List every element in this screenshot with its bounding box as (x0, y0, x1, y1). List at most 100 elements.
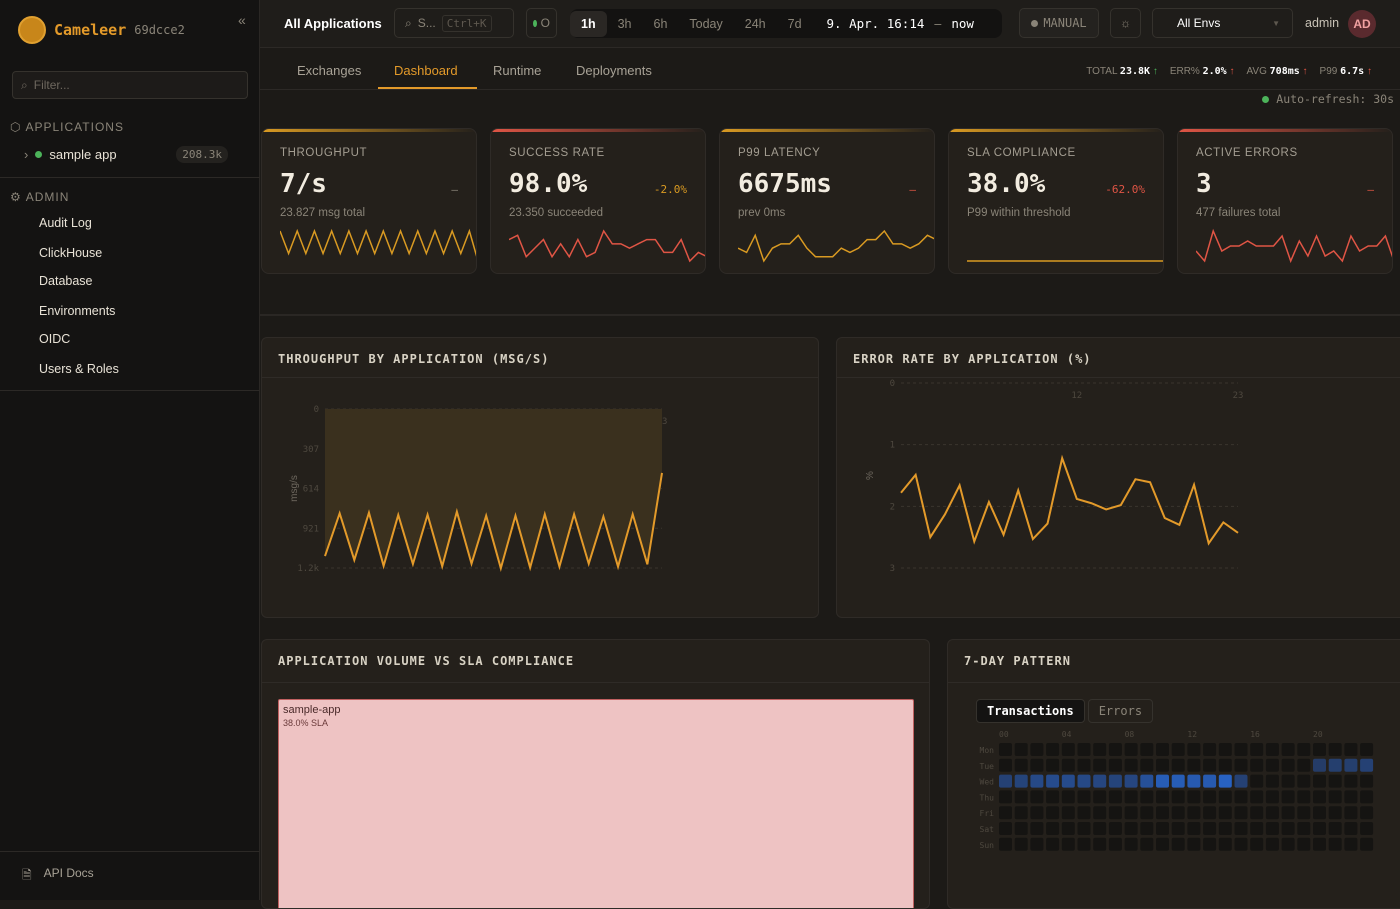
heatmap-cell (1062, 822, 1075, 835)
heatmap-cell (1078, 790, 1091, 803)
tab-dashboard[interactable]: Dashboard (394, 63, 458, 78)
status-button[interactable]: O (526, 8, 557, 38)
sidebar-item-users-roles[interactable]: Users & Roles (39, 362, 119, 376)
heatmap-cell (1187, 743, 1200, 756)
chevron-down-icon: ▼ (1272, 19, 1280, 28)
sidebar-item-audit-log[interactable]: Audit Log (39, 216, 92, 230)
sidebar-item-clickhouse[interactable]: ClickHouse (39, 246, 102, 260)
kpi-card-active-errors[interactable]: ACTIVE ERRORS 3 – 477 failures total (1177, 128, 1393, 274)
y-axis-label: % (865, 471, 876, 480)
heatmap-cell (1140, 743, 1153, 756)
heatmap-cell (1046, 790, 1059, 803)
heatmap-cell (1203, 743, 1216, 756)
stat-total: TOTAL 23.8K ↑ (1086, 66, 1158, 77)
document-icon: 🗎 (22, 866, 32, 887)
tab-deployments[interactable]: Deployments (576, 63, 652, 78)
brand[interactable]: Cameleer 69dcce2 (18, 16, 185, 44)
app-count-badge: 208.3k (176, 146, 228, 163)
heatmap-cell (1015, 790, 1028, 803)
heatmap-cell (1109, 775, 1122, 788)
api-docs-link[interactable]: 🗎API Docs (22, 866, 94, 887)
heatmap-cell (999, 743, 1012, 756)
heatmap-cell (1235, 838, 1248, 851)
tab-exchanges[interactable]: Exchanges (297, 63, 361, 78)
camel-logo-icon (18, 16, 46, 44)
time-range-1h[interactable]: 1h (570, 11, 607, 37)
user-name[interactable]: admin (1305, 16, 1339, 30)
heatmap-cell (1313, 822, 1326, 835)
heatmap-cell (1015, 822, 1028, 835)
time-range-today[interactable]: Today (678, 17, 733, 31)
time-range-24h[interactable]: 24h (734, 17, 777, 31)
heatmap-cell (1062, 790, 1075, 803)
x-tick-label: 12 (1071, 391, 1082, 401)
applications-section-header[interactable]: ⬡APPLICATIONS (10, 120, 124, 134)
heatmap-cell (1062, 759, 1075, 772)
heatmap-cell (1235, 775, 1248, 788)
heatmap-cell (1203, 806, 1216, 819)
heatmap-cell (1266, 743, 1279, 756)
heatmap-cell (1109, 822, 1122, 835)
range-end[interactable]: now (947, 16, 978, 31)
heatmap-cell (1030, 759, 1043, 772)
refresh-mode-label: MANUAL (1043, 16, 1086, 30)
heatmap-cell (1297, 775, 1310, 788)
kpi-value: 3 (1196, 169, 1212, 199)
sidebar-item-oidc[interactable]: OIDC (39, 332, 70, 346)
heatmap-cell (1140, 775, 1153, 788)
heatmap-cell (1266, 775, 1279, 788)
kpi-card-sla-compliance[interactable]: SLA COMPLIANCE 38.0% -62.0% P99 within t… (948, 128, 1164, 274)
heatmap-cell (1282, 790, 1295, 803)
heatmap-cell (1297, 806, 1310, 819)
heatmap-cell (1046, 806, 1059, 819)
gear-icon: ⚙ (10, 190, 22, 204)
range-start[interactable]: 9. Apr. 16:14 (813, 16, 929, 31)
status-label: O (541, 16, 550, 30)
env-select-value: All Envs (1177, 16, 1220, 30)
filter-input[interactable]: ⌕ Filter... (12, 71, 248, 99)
filter-placeholder: Filter... (34, 78, 70, 92)
heatmap-cell (1125, 790, 1138, 803)
y-tick-label: 3 (890, 564, 895, 574)
heatmap-cell (1125, 743, 1138, 756)
heatmap-cell (1156, 759, 1169, 772)
search-button[interactable]: ⌕S... Ctrl+K (394, 8, 514, 38)
manual-refresh-button[interactable]: MANUAL (1019, 8, 1099, 38)
heatmap-cell (1078, 743, 1091, 756)
divider (262, 682, 929, 683)
heatmap-cell (1078, 775, 1091, 788)
heatmap-cell (1313, 790, 1326, 803)
heatmap-cell (1344, 790, 1357, 803)
brand-name: Cameleer (54, 21, 126, 39)
search-icon: ⌕ (21, 78, 28, 92)
sidebar-item-environments[interactable]: Environments (39, 304, 115, 318)
environment-select[interactable]: All Envs ▼ (1152, 8, 1293, 38)
admin-section-header[interactable]: ⚙ ADMIN (10, 190, 69, 204)
kpi-label: ACTIVE ERRORS (1196, 147, 1298, 159)
kpi-card-success-rate[interactable]: SUCCESS RATE 98.0% -2.0% 23.350 succeede… (490, 128, 706, 274)
treemap-cell-sample-app[interactable]: sample-app 38.0% SLA (278, 699, 914, 909)
heatmap-cell (1172, 790, 1185, 803)
kpi-card-throughput[interactable]: THROUGHPUT 7/s – 23.827 msg total (261, 128, 477, 274)
heatmap-cell (999, 759, 1012, 772)
sidebar-app-sample-app[interactable]: › sample app 208.3k (24, 146, 228, 163)
heatmap-cell (1297, 838, 1310, 851)
heatmap-cell (1360, 743, 1373, 756)
arrow-up-icon: ↑ (1229, 66, 1234, 77)
collapse-sidebar-icon[interactable]: « (238, 12, 246, 28)
avatar[interactable]: AD (1348, 10, 1376, 38)
tab-runtime[interactable]: Runtime (493, 63, 541, 78)
kpi-card-p99-latency[interactable]: P99 LATENCY 6675ms – prev 0ms (719, 128, 935, 274)
heatmap-cell (1187, 775, 1200, 788)
time-range-3h[interactable]: 3h (607, 17, 643, 31)
heatmap-cell (1203, 759, 1216, 772)
time-range-7d[interactable]: 7d (777, 17, 813, 31)
kpi-sparkline (280, 227, 477, 267)
divider (0, 177, 260, 178)
theme-toggle[interactable]: ☼ (1110, 8, 1141, 38)
heatmap-cell (1140, 806, 1153, 819)
sidebar-item-database[interactable]: Database (39, 274, 93, 288)
admin-header-label: ADMIN (26, 190, 70, 204)
time-range-6h[interactable]: 6h (643, 17, 679, 31)
